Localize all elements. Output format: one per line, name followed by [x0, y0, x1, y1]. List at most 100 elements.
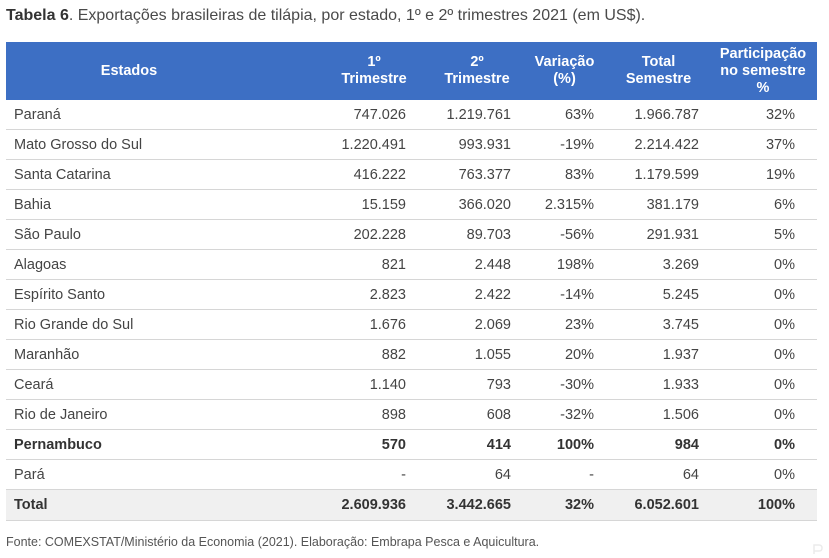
cell-estado: Alagoas [6, 249, 252, 280]
cell-participacao: 0% [709, 249, 817, 280]
cell-participacao: 0% [709, 279, 817, 310]
cell-estado: Mato Grosso do Sul [6, 129, 252, 160]
cell-estado: Pernambuco [6, 429, 252, 460]
cell-participacao: 0% [709, 429, 817, 460]
cell-variacao: -14% [521, 279, 608, 310]
cell-total-semestre: 1.937 [608, 339, 709, 370]
cell-total-semestre: 1.966.787 [608, 100, 709, 130]
table-row: Ceará 1.140 793 -30% 1.933 0% [6, 369, 817, 400]
cell-total-semestre: 984 [608, 429, 709, 460]
cell-variacao: 2.315% [521, 189, 608, 220]
cell-total-semestre: 1.506 [608, 399, 709, 430]
cell-estado: Rio de Janeiro [6, 399, 252, 430]
cell-variacao: 23% [521, 309, 608, 340]
cell-participacao: 6% [709, 189, 817, 220]
cell-variacao: -30% [521, 369, 608, 400]
caption-label: Tabela 6 [6, 7, 69, 24]
cell-variacao: 32% [521, 489, 608, 521]
cell-2-trimestre: 1.219.761 [420, 100, 521, 130]
source-note: Fonte: COMEXSTAT/Ministério da Economia … [6, 535, 540, 549]
cell-participacao: 5% [709, 219, 817, 250]
cell-participacao: 0% [709, 369, 817, 400]
cell-1-trimestre: 882 [252, 339, 420, 370]
cell-1-trimestre: 747.026 [252, 100, 420, 130]
cell-estado: Total [6, 489, 252, 521]
table-row: Alagoas 821 2.448 198% 3.269 0% [6, 249, 817, 280]
table-body: Paraná 747.026 1.219.761 63% 1.966.787 32% Mat… [6, 100, 817, 521]
cell-2-trimestre: 993.931 [420, 129, 521, 160]
table-row: São Paulo 202.228 89.703 -56% 291.931 5% [6, 219, 817, 250]
table-row: Maranhão 882 1.055 20% 1.937 0% [6, 339, 817, 370]
cell-estado: Rio Grande do Sul [6, 309, 252, 340]
table-row: Santa Catarina 416.222 763.377 83% 1.179.599… [6, 159, 817, 190]
cell-1-trimestre: 416.222 [252, 159, 420, 190]
cell-total-semestre: 1.179.599 [608, 159, 709, 190]
table-row: Rio Grande do Sul 1.676 2.069 23% 3.745 0% [6, 309, 817, 340]
cell-estado: Bahia [6, 189, 252, 220]
table-row: Mato Grosso do Sul 1.220.491 993.931 -19% 2.… [6, 129, 817, 160]
cell-variacao: 63% [521, 100, 608, 130]
cell-participacao: 0% [709, 459, 817, 490]
cell-participacao: 0% [709, 399, 817, 430]
header-estados: Estados [100, 62, 158, 79]
cell-2-trimestre: 414 [420, 429, 521, 460]
cell-variacao: 83% [521, 159, 608, 190]
cell-variacao: -19% [521, 129, 608, 160]
cell-total-semestre: 291.931 [608, 219, 709, 250]
header-2-trimestre: 2º Trimestre [444, 54, 510, 87]
watermark-icon [813, 544, 823, 554]
cell-total-semestre: 381.179 [608, 189, 709, 220]
cell-2-trimestre: 1.055 [420, 339, 521, 370]
cell-2-trimestre: 793 [420, 369, 521, 400]
cell-1-trimestre: 1.140 [252, 369, 420, 400]
cell-estado: Espírito Santo [6, 279, 252, 310]
cell-2-trimestre: 608 [420, 399, 521, 430]
cell-participacao: 100% [709, 489, 817, 521]
cell-total-semestre: 5.245 [608, 279, 709, 310]
cell-1-trimestre: 15.159 [252, 189, 420, 220]
table-row: Paraná 747.026 1.219.761 63% 1.966.787 32% [6, 100, 817, 130]
cell-2-trimestre: 366.020 [420, 189, 521, 220]
header-1-trimestre: 1º Trimestre [341, 54, 407, 87]
cell-estado: São Paulo [6, 219, 252, 250]
header-participacao: Participação no semestre % [719, 45, 807, 96]
total-row: Total 2.609.936 3.442.665 32% 6.052.601 100% [6, 489, 817, 521]
cell-2-trimestre: 2.422 [420, 279, 521, 310]
cell-total-semestre: 1.933 [608, 369, 709, 400]
cell-1-trimestre: 570 [252, 429, 420, 460]
cell-estado: Ceará [6, 369, 252, 400]
cell-2-trimestre: 64 [420, 459, 521, 490]
cell-1-trimestre: - [252, 459, 420, 490]
cell-1-trimestre: 2.823 [252, 279, 420, 310]
cell-1-trimestre: 821 [252, 249, 420, 280]
header-total-semestre: Total Semestre [625, 54, 692, 87]
table-header: Estados 1º Trimestre 2º Trimestre Variação… [6, 42, 817, 100]
cell-total-semestre: 2.214.422 [608, 129, 709, 160]
cell-2-trimestre: 763.377 [420, 159, 521, 190]
table-row: Rio de Janeiro 898 608 -32% 1.506 0% [6, 399, 817, 430]
cell-1-trimestre: 2.609.936 [252, 489, 420, 521]
cell-total-semestre: 3.745 [608, 309, 709, 340]
table-row: Pernambuco 570 414 100% 984 0% [6, 429, 817, 460]
cell-2-trimestre: 3.442.665 [420, 489, 521, 521]
cell-2-trimestre: 89.703 [420, 219, 521, 250]
cell-variacao: - [521, 459, 608, 490]
cell-variacao: 100% [521, 429, 608, 460]
cell-estado: Pará [6, 459, 252, 490]
table-row: Pará -64-64 0% [6, 459, 817, 490]
cell-total-semestre: 3.269 [608, 249, 709, 280]
cell-estado: Maranhão [6, 339, 252, 370]
cell-variacao: 198% [521, 249, 608, 280]
table-caption: Tabela 6. Exportações brasileiras de til… [6, 7, 645, 25]
cell-1-trimestre: 1.220.491 [252, 129, 420, 160]
cell-participacao: 0% [709, 339, 817, 370]
cell-participacao: 32% [709, 100, 817, 130]
cell-estado: Paraná [6, 100, 252, 130]
cell-participacao: 0% [709, 309, 817, 340]
cell-1-trimestre: 898 [252, 399, 420, 430]
cell-total-semestre: 6.052.601 [608, 489, 709, 521]
header-variacao: Variação (%) [534, 54, 595, 87]
cell-total-semestre: 64 [608, 459, 709, 490]
exports-table: Estados 1º Trimestre 2º Trimestre Variação… [6, 42, 817, 521]
cell-2-trimestre: 2.448 [420, 249, 521, 280]
